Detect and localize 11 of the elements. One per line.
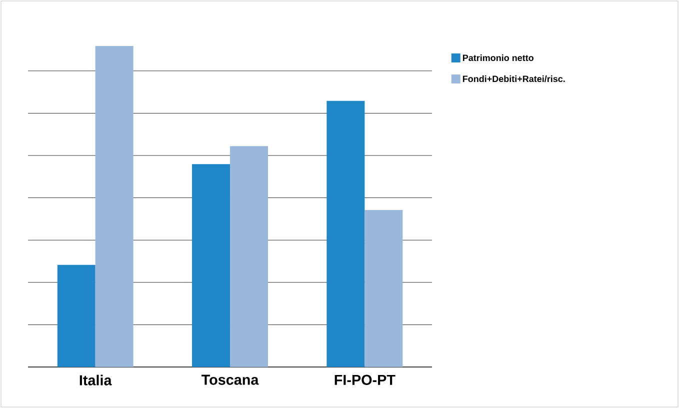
bar xyxy=(326,100,365,367)
bar xyxy=(230,146,268,367)
bar xyxy=(57,264,96,367)
legend-label: Patrimonio netto xyxy=(462,54,534,62)
bar xyxy=(95,46,134,367)
legend-label: Fondi+Debiti+Ratei/risc. xyxy=(462,75,565,82)
x-tick-label: Toscana xyxy=(201,374,259,385)
x-tick-label: FI-PO-PT xyxy=(334,374,396,385)
bar xyxy=(192,164,230,367)
bar xyxy=(364,210,403,367)
x-tick-label: Italia xyxy=(80,374,112,386)
